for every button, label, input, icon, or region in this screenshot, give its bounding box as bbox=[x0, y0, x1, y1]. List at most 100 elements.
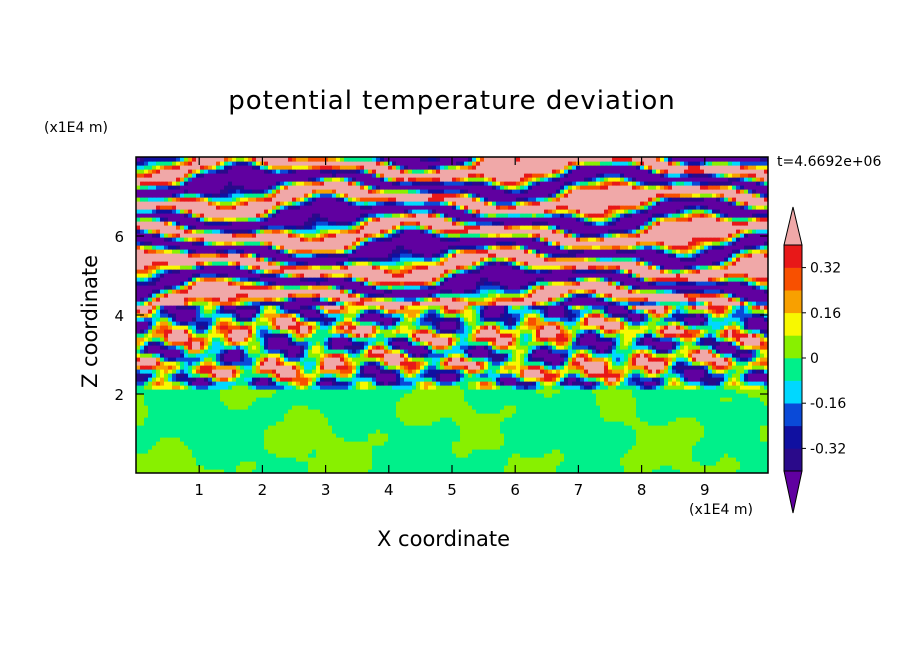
contour-cell bbox=[460, 469, 465, 473]
contour-cell bbox=[224, 349, 229, 354]
contour-cell bbox=[552, 469, 557, 473]
contour-cell bbox=[640, 365, 645, 370]
contour-cell bbox=[748, 429, 753, 434]
contour-cell bbox=[344, 409, 349, 414]
contour-cell bbox=[144, 405, 149, 410]
contour-cell bbox=[280, 413, 285, 418]
contour-cell bbox=[160, 361, 165, 366]
contour-cell bbox=[596, 433, 601, 438]
contour-cell bbox=[676, 409, 681, 414]
contour-cell bbox=[720, 401, 725, 406]
contour-cell bbox=[312, 417, 317, 422]
contour-cell bbox=[204, 425, 209, 430]
contour-cell bbox=[704, 393, 709, 398]
contour-cell bbox=[608, 357, 613, 362]
contour-cell bbox=[472, 469, 477, 473]
contour-cell bbox=[184, 361, 189, 366]
contour-cell bbox=[444, 353, 449, 358]
contour-cell bbox=[484, 353, 489, 358]
contour-cell bbox=[624, 429, 629, 434]
contour-cell bbox=[136, 461, 141, 466]
contour-cell bbox=[504, 457, 509, 462]
contour-cell bbox=[556, 397, 561, 402]
contour-cell bbox=[528, 441, 533, 446]
contour-cell bbox=[332, 349, 337, 354]
contour-cell bbox=[584, 433, 589, 438]
contour-cell bbox=[752, 389, 757, 394]
contour-cell bbox=[308, 405, 313, 410]
contour-cell bbox=[500, 429, 505, 434]
contour-cell bbox=[640, 429, 645, 434]
contour-cell bbox=[644, 393, 649, 398]
contour-cell bbox=[640, 453, 645, 458]
contour-cell bbox=[360, 457, 365, 462]
contour-cell bbox=[596, 413, 601, 418]
contour-cell bbox=[396, 441, 401, 446]
contour-cell bbox=[172, 397, 177, 402]
contour-cell bbox=[696, 445, 701, 450]
contour-cell bbox=[444, 389, 449, 394]
contour-cell bbox=[260, 425, 265, 430]
contour-cell bbox=[312, 349, 317, 354]
contour-cell bbox=[156, 429, 161, 434]
contour-cell bbox=[520, 389, 525, 394]
contour-cell bbox=[324, 381, 329, 386]
contour-cell bbox=[616, 417, 621, 422]
contour-cell bbox=[328, 345, 333, 350]
contour-cell bbox=[332, 401, 337, 406]
contour-cell bbox=[272, 405, 277, 410]
contour-cell bbox=[472, 397, 477, 402]
contour-cell bbox=[588, 453, 593, 458]
contour-cell bbox=[400, 457, 405, 462]
contour-cell bbox=[476, 361, 481, 366]
contour-cell bbox=[200, 441, 205, 446]
contour-cell bbox=[340, 421, 345, 426]
contour-cell bbox=[652, 381, 657, 386]
contour-cell bbox=[256, 361, 261, 366]
contour-cell bbox=[512, 413, 517, 418]
contour-cell bbox=[404, 409, 409, 414]
contour-cell bbox=[348, 401, 353, 406]
contour-cell bbox=[700, 361, 705, 366]
contour-cell bbox=[608, 413, 613, 418]
contour-cell bbox=[336, 441, 341, 446]
contour-cell bbox=[452, 393, 457, 398]
contour-cell bbox=[516, 381, 521, 386]
contour-cell bbox=[720, 469, 725, 473]
contour-cell bbox=[480, 397, 485, 402]
contour-cell bbox=[512, 385, 517, 390]
contour-cell bbox=[420, 457, 425, 462]
contour-cell bbox=[740, 417, 745, 422]
contour-cell bbox=[424, 377, 429, 382]
contour-cell bbox=[272, 433, 277, 438]
contour-cell bbox=[280, 357, 285, 362]
contour-cell bbox=[748, 433, 753, 438]
contour-cell bbox=[512, 365, 517, 370]
contour-cell bbox=[416, 377, 421, 382]
contour-cell bbox=[444, 405, 449, 410]
contour-cell bbox=[688, 397, 693, 402]
contour-cell bbox=[652, 417, 657, 422]
contour-cell bbox=[160, 461, 165, 466]
contour-cell bbox=[360, 377, 365, 382]
contour-cell bbox=[552, 389, 557, 394]
contour-cell bbox=[136, 393, 141, 398]
contour-cell bbox=[152, 393, 157, 398]
contour-cell bbox=[212, 429, 217, 434]
contour-cell bbox=[528, 437, 533, 442]
contour-cell bbox=[196, 373, 201, 378]
contour-cell bbox=[240, 389, 245, 394]
contour-cell bbox=[508, 441, 513, 446]
contour-cell bbox=[576, 385, 581, 390]
contour-cell bbox=[376, 433, 381, 438]
contour-cell bbox=[404, 445, 409, 450]
contour-cell bbox=[148, 453, 153, 458]
contour-cell bbox=[204, 401, 209, 406]
contour-cell bbox=[748, 401, 753, 406]
contour-cell bbox=[376, 389, 381, 394]
contour-cell bbox=[708, 413, 713, 418]
contour-cell bbox=[304, 441, 309, 446]
contour-cell bbox=[712, 453, 717, 458]
contour-cell bbox=[644, 397, 649, 402]
contour-cell bbox=[324, 369, 329, 374]
